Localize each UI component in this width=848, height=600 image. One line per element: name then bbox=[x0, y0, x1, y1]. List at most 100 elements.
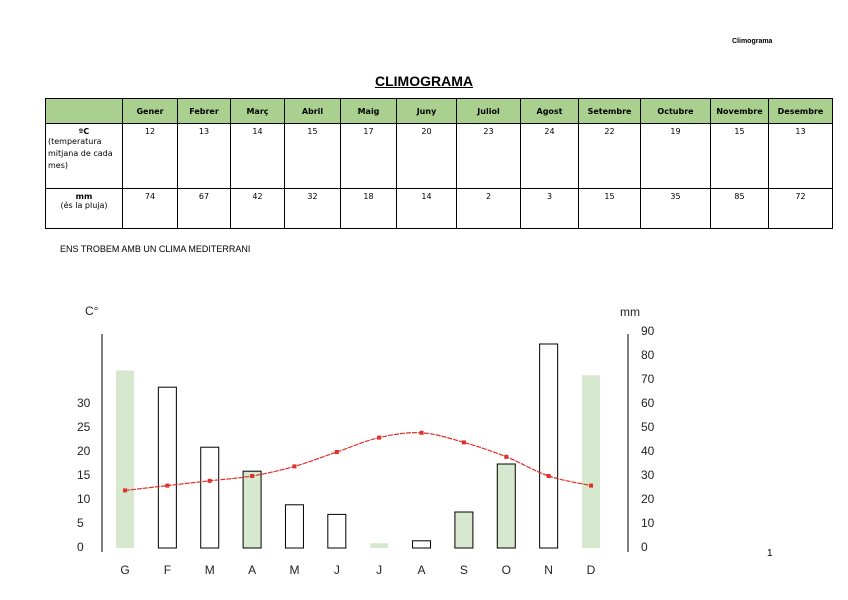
x-tick-label: D bbox=[587, 563, 596, 577]
cell: 23 bbox=[456, 123, 521, 189]
row-label: ºC bbox=[78, 127, 90, 136]
temperature-marker bbox=[250, 474, 255, 478]
bar bbox=[370, 543, 389, 548]
bar bbox=[242, 470, 262, 549]
cell: 19 bbox=[640, 123, 711, 189]
temperature-marker bbox=[546, 474, 551, 478]
temperature-marker bbox=[504, 454, 509, 459]
row-label: mm bbox=[75, 192, 93, 201]
y-tick-label: 15 bbox=[77, 468, 91, 482]
bar bbox=[200, 446, 220, 549]
x-tick-label: J bbox=[334, 563, 340, 577]
cell: 15 bbox=[578, 188, 641, 229]
bar bbox=[582, 375, 600, 548]
column-header: Juny bbox=[396, 98, 457, 124]
cell: 20 bbox=[396, 123, 457, 189]
row-header: ºC (temperatura mitjana de cada mes) bbox=[45, 123, 123, 189]
bar bbox=[496, 463, 516, 549]
y2-tick-label: 10 bbox=[641, 516, 655, 530]
x-tick-label: A bbox=[418, 563, 426, 577]
bar bbox=[157, 386, 177, 549]
cell: 14 bbox=[396, 188, 457, 229]
y-axis-label: C° bbox=[85, 304, 99, 318]
bar bbox=[454, 511, 474, 549]
row-sublabel: (temperatura mitjana de cada mes) bbox=[48, 137, 113, 170]
bar bbox=[327, 513, 347, 549]
bar bbox=[116, 370, 134, 548]
data-table: Gener Febrer Març Abril Maig Juny Juliol Agost S… bbox=[45, 98, 833, 229]
header-label: Climograma bbox=[732, 38, 773, 45]
y2-tick-label: 90 bbox=[641, 324, 655, 338]
y2-tick-label: 20 bbox=[641, 492, 655, 506]
column-header: Novembre bbox=[710, 98, 769, 124]
y2-axis-label: mm bbox=[620, 305, 640, 319]
temperature-marker bbox=[419, 430, 424, 435]
corner-cell bbox=[45, 98, 123, 124]
bar bbox=[412, 540, 432, 549]
cell: 12 bbox=[122, 123, 178, 189]
page-number: 1 bbox=[767, 548, 773, 559]
y-tick-label: 0 bbox=[77, 540, 84, 554]
table-row: mm (és la pluja) 74 67 42 32 18 14 2 3 15 35 85 72 bbox=[45, 188, 833, 229]
table-row: ºC (temperatura mitjana de cada mes) 12 13 1… bbox=[45, 123, 833, 189]
cell: 15 bbox=[284, 123, 341, 189]
note: ENS TROBEM AMB UN CLIMA MEDITERRANI bbox=[60, 244, 251, 254]
temperature-marker bbox=[207, 478, 212, 483]
x-tick-label: O bbox=[502, 563, 511, 577]
cell: 14 bbox=[230, 123, 285, 189]
column-header: Desembre bbox=[768, 98, 833, 124]
y2-tick-label: 0 bbox=[641, 540, 648, 554]
y2-tick-label: 30 bbox=[641, 468, 655, 482]
temperature-marker bbox=[334, 450, 339, 454]
y-tick-label: 5 bbox=[77, 516, 84, 530]
y2-tick-label: 60 bbox=[641, 396, 655, 410]
cell: 35 bbox=[640, 188, 711, 229]
row-header: mm (és la pluja) bbox=[45, 188, 123, 229]
y-tick-label: 25 bbox=[77, 420, 91, 434]
y2-tick-label: 80 bbox=[641, 348, 655, 362]
y-tick-label: 10 bbox=[77, 492, 91, 506]
temperature-marker bbox=[377, 435, 382, 440]
cell: 17 bbox=[340, 123, 397, 189]
cell: 32 bbox=[284, 188, 341, 229]
temperature-marker bbox=[461, 440, 466, 445]
bar bbox=[284, 504, 304, 549]
temperature-marker bbox=[589, 483, 593, 488]
temperature-marker bbox=[292, 464, 297, 469]
title: CLIMOGRAMA bbox=[375, 73, 473, 89]
y2-tick-label: 70 bbox=[641, 372, 655, 386]
y2-tick-label: 50 bbox=[641, 420, 655, 434]
x-tick-label: N bbox=[544, 563, 553, 577]
x-tick-label: J bbox=[376, 563, 382, 577]
x-tick-label: G bbox=[120, 563, 129, 577]
cell: 3 bbox=[520, 188, 579, 229]
x-tick-label: M bbox=[289, 563, 299, 577]
column-header: Abril bbox=[284, 98, 341, 124]
column-header: Març bbox=[230, 98, 285, 124]
cell: 85 bbox=[710, 188, 769, 229]
bar bbox=[539, 343, 559, 549]
cell: 18 bbox=[340, 188, 397, 229]
cell: 13 bbox=[768, 123, 833, 189]
y-tick-label: 20 bbox=[77, 444, 91, 458]
cell: 72 bbox=[768, 188, 833, 229]
column-header: Juliol bbox=[456, 98, 521, 124]
x-tick-label: A bbox=[248, 563, 256, 577]
temperature-marker bbox=[165, 483, 170, 488]
column-header: Gener bbox=[122, 98, 178, 124]
cell: 2 bbox=[456, 188, 521, 229]
temperature-line bbox=[124, 432, 592, 491]
column-header: Maig bbox=[340, 98, 397, 124]
column-header: Octubre bbox=[640, 98, 711, 124]
x-tick-label: M bbox=[205, 563, 215, 577]
column-header: Febrer bbox=[177, 98, 231, 124]
row-sublabel: (és la pluja) bbox=[60, 201, 108, 210]
x-tick-label: F bbox=[164, 563, 171, 577]
y-tick-label: 30 bbox=[77, 396, 91, 410]
cell: 22 bbox=[578, 123, 641, 189]
column-header: Agost bbox=[520, 98, 579, 124]
y2-tick-label: 40 bbox=[641, 444, 655, 458]
x-tick-label: S bbox=[460, 563, 468, 577]
